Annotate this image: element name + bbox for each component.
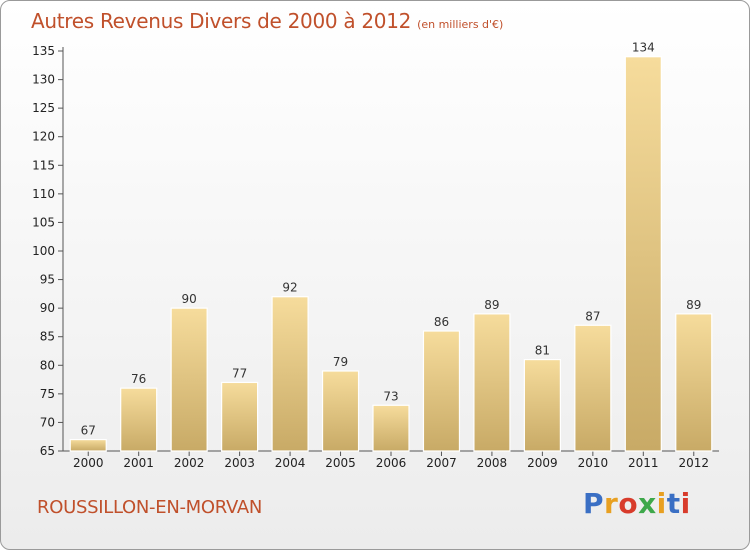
bar-2002 (170, 307, 208, 452)
proxiti-logo: Proxiti (583, 487, 691, 520)
y-tick-label: 135 (32, 44, 55, 58)
bar-2003 (221, 381, 259, 452)
bar-2010 (574, 324, 612, 452)
x-tick-label: 2008 (477, 456, 508, 470)
bar-2012 (675, 313, 713, 452)
data-label-2006: 73 (383, 389, 398, 403)
x-tick-label: 2011 (628, 456, 659, 470)
x-tick-label: 2005 (325, 456, 356, 470)
title-unit: (en milliers d'€) (417, 18, 504, 31)
y-tick-label: 130 (32, 73, 55, 87)
logo-letter: r (604, 487, 619, 520)
data-label-2009: 81 (535, 344, 550, 358)
x-tick-label: 2009 (527, 456, 558, 470)
commune-name: ROUSSILLON-EN-MORVAN (37, 497, 263, 518)
y-tick-label: 65 (40, 444, 55, 458)
data-label-2002: 90 (182, 292, 197, 306)
x-tick-label: 2003 (224, 456, 255, 470)
logo-letter: o (618, 487, 639, 520)
bar-2006 (372, 404, 410, 452)
y-tick-label: 70 (40, 415, 55, 429)
x-tick-label: 2001 (123, 456, 154, 470)
title-text: Autres Revenus Divers de 2000 à 2012 (31, 9, 412, 33)
logo-letter: P (583, 487, 605, 520)
y-tick-label: 90 (40, 301, 55, 315)
x-tick-label: 2004 (275, 456, 306, 470)
y-tick-label: 80 (40, 358, 55, 372)
y-tick-label: 115 (32, 158, 55, 172)
data-label-2000: 67 (81, 424, 96, 438)
bar-2004 (271, 296, 309, 452)
y-tick-label: 95 (40, 273, 55, 287)
data-label-2003: 77 (232, 366, 247, 380)
x-tick-label: 2007 (426, 456, 457, 470)
x-tick-label: 2006 (376, 456, 407, 470)
data-label-2001: 76 (131, 372, 146, 386)
data-label-2007: 86 (434, 315, 449, 329)
y-tick-label: 75 (40, 387, 55, 401)
bar-2008 (473, 313, 511, 452)
bar-2009 (523, 358, 561, 452)
x-tick-label: 2010 (578, 456, 609, 470)
bar-2007 (422, 330, 461, 452)
y-tick-label: 120 (32, 130, 55, 144)
data-label-2012: 89 (686, 298, 701, 312)
data-label-2010: 87 (585, 309, 600, 323)
data-label-2011: 134 (632, 41, 655, 55)
data-label-2004: 92 (282, 281, 297, 295)
y-tick-label: 85 (40, 330, 55, 344)
logo-letter: t (666, 487, 681, 520)
x-tick-label: 2002 (174, 456, 205, 470)
y-tick-label: 105 (32, 215, 55, 229)
x-tick-label: 2000 (73, 456, 104, 470)
y-tick-label: 125 (32, 101, 55, 115)
y-tick-label: 110 (32, 187, 55, 201)
bar-2001 (120, 387, 158, 452)
bar-2000 (69, 438, 107, 452)
y-tick-label: 100 (32, 244, 55, 258)
bar-2005 (321, 370, 360, 452)
data-label-2008: 89 (484, 298, 499, 312)
logo-letter: i (656, 487, 667, 520)
logo-letter: x (638, 487, 657, 520)
logo-letter: i (680, 487, 691, 520)
x-tick-label: 2012 (678, 456, 709, 470)
chart-title: Autres Revenus Divers de 2000 à 2012 (en … (31, 9, 503, 33)
data-label-2005: 79 (333, 355, 348, 369)
bar-2011 (624, 56, 662, 452)
